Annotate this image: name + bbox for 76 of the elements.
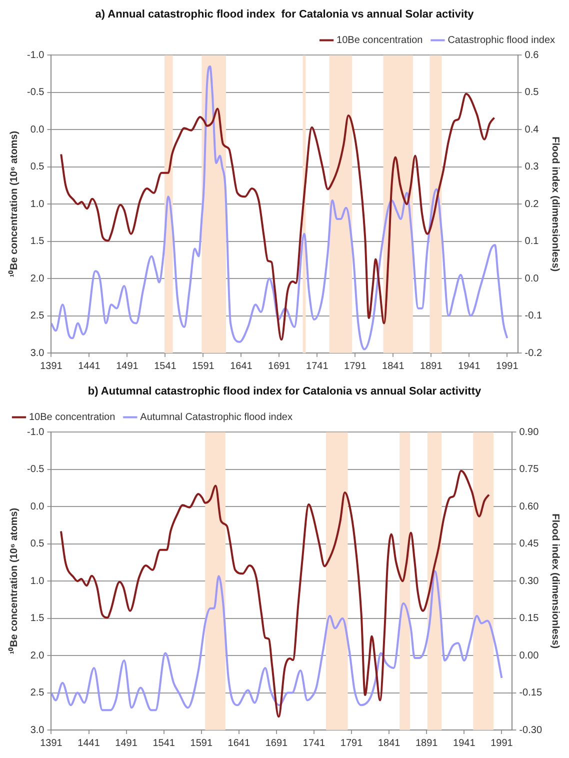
x-tick-label: 1541: [154, 360, 177, 372]
y2-axis-title: Flood index (dimensionless): [549, 514, 560, 649]
y2-tick-label: -0.1: [524, 310, 542, 322]
y-tick-label: 3.0: [30, 348, 45, 359]
y-tick-label: 1.0: [30, 198, 45, 210]
x-tick-label: 1391: [40, 738, 63, 749]
y-tick-label: -1.0: [26, 426, 45, 438]
x-tick-label: 1891: [415, 738, 438, 749]
x-tick-label: 1791: [344, 360, 367, 372]
y2-tick-label: 0.45: [519, 538, 540, 550]
y2-tick-label: 0.2: [524, 198, 540, 210]
x-tick-label: 1491: [115, 738, 138, 749]
y-tick-label: 2.0: [30, 650, 45, 662]
chart-title: b) Autumnal catastrophic flood index for Catalonia vs annual Solar activitty: [88, 386, 482, 398]
chart-title: a) Annual catastrophic flood index for Catalonia vs annual Solar activity: [95, 8, 475, 21]
y-tick-label: 1.5: [30, 236, 45, 248]
x-tick-label: 1841: [382, 360, 405, 372]
line-series: [60, 92, 496, 341]
x-tick-label: 1741: [306, 360, 329, 372]
y-tick-label: 2.5: [30, 688, 45, 699]
x-tick-label: 1691: [268, 360, 291, 372]
x-tick-label: 1841: [378, 738, 401, 749]
y2-tick-label: -0.30: [519, 724, 542, 736]
x-tick-label: 1891: [420, 360, 443, 372]
legend-label: Autumnal Catastrophic flood index: [140, 412, 292, 423]
y-tick-label: 1.5: [30, 613, 45, 624]
y2-tick-label: 0.4: [524, 124, 540, 136]
line-series: [60, 470, 490, 718]
y-tick-label: 0.0: [30, 501, 45, 512]
y2-tick-label: 0.15: [519, 613, 540, 624]
y2-tick-label: 0.6: [524, 50, 540, 61]
y2-tick-label: 0.60: [519, 501, 540, 512]
y2-tick-label: 0.3: [524, 162, 540, 173]
x-tick-label: 1641: [230, 360, 253, 372]
x-tick-label: 1741: [302, 738, 326, 749]
x-tick-label: 1441: [78, 360, 101, 372]
y2-tick-label: -0.15: [519, 688, 542, 699]
x-tick-label: 1641: [228, 738, 250, 749]
x-tick-label: 1391: [40, 360, 63, 372]
x-tick-label: 1791: [340, 738, 364, 749]
x-tick-label: 1591: [190, 738, 213, 749]
y-tick-label: 1.0: [30, 576, 45, 587]
y2-tick-label: 0.90: [519, 426, 540, 438]
y-tick-label: 2.5: [30, 310, 45, 322]
x-tick-label: 1941: [453, 738, 476, 749]
x-tick-label: 1991: [496, 360, 519, 372]
y-tick-label: 0.5: [30, 162, 45, 173]
x-tick-label: 1541: [152, 738, 176, 749]
y2-axis-title: Flood index (dimensionless): [549, 136, 560, 272]
x-tick-label: 1441: [78, 738, 100, 749]
y2-tick-label: 0.30: [519, 576, 540, 587]
y-tick-label: -0.5: [26, 87, 45, 98]
line-series: [51, 65, 508, 350]
y-tick-label: 3.0: [30, 724, 45, 736]
y2-tick-label: 0.0: [524, 273, 540, 284]
y-tick-label: -0.5: [26, 464, 45, 476]
x-tick-label: 1691: [265, 738, 288, 749]
y-tick-label: 2.0: [30, 273, 45, 284]
y-axis-title: ¹⁰Be concentration (10⁶ atoms): [8, 508, 20, 654]
y2-tick-label: 0.5: [524, 87, 540, 98]
legend-label: Catastrophic flood index: [448, 34, 556, 46]
y-axis-title: ¹⁰Be concentration (10⁶ atoms): [8, 130, 20, 278]
y2-tick-label: 0.1: [524, 236, 540, 248]
x-tick-label: 1591: [192, 360, 215, 372]
y-tick-label: 0.0: [30, 124, 45, 136]
y2-tick-label: 0.75: [519, 464, 540, 476]
x-tick-label: 1941: [458, 360, 481, 372]
x-tick-label: 1491: [116, 360, 139, 372]
y2-tick-label: 0.00: [519, 650, 540, 662]
legend-label: 10Be concentration: [336, 34, 423, 46]
y-tick-label: 0.5: [30, 538, 45, 550]
y2-tick-label: -0.2: [524, 348, 542, 359]
y-tick-label: -1.0: [26, 50, 45, 61]
line-series: [51, 570, 503, 712]
x-tick-label: 1991: [490, 738, 514, 749]
legend-label: 10Be concentration: [29, 412, 116, 423]
